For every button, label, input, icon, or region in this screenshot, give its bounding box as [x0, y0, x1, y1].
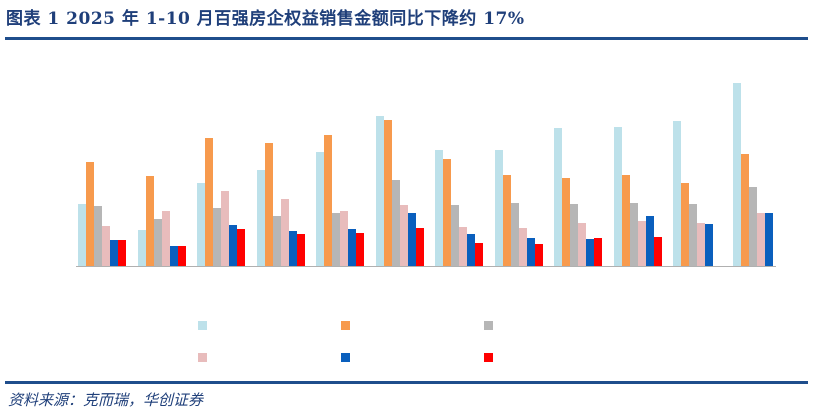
legend-swatch — [198, 321, 207, 330]
legend-swatch — [341, 321, 350, 330]
bar — [154, 219, 162, 266]
bar — [614, 127, 622, 266]
bar — [570, 204, 578, 266]
legend-swatch — [198, 353, 207, 362]
bar — [289, 231, 297, 266]
bar — [681, 183, 689, 266]
bar — [146, 176, 154, 266]
bar — [102, 226, 110, 266]
bar — [205, 138, 213, 266]
bar — [733, 83, 741, 266]
bar — [110, 240, 118, 266]
bar — [586, 239, 594, 266]
x-axis-baseline — [76, 266, 776, 267]
bar — [340, 211, 348, 266]
bar — [646, 216, 654, 266]
bar — [689, 204, 697, 266]
legend-swatch — [484, 321, 493, 330]
bar — [356, 233, 364, 266]
bar — [519, 228, 527, 266]
bar — [630, 203, 638, 266]
bar — [459, 227, 467, 266]
bar — [535, 244, 543, 266]
bar — [376, 116, 384, 266]
bar — [221, 191, 229, 266]
bar — [197, 183, 205, 266]
bar — [400, 205, 408, 266]
bar — [757, 213, 765, 266]
bar — [265, 143, 273, 266]
bar — [741, 154, 749, 266]
bar — [765, 213, 773, 266]
bar — [451, 205, 459, 266]
bar — [622, 175, 630, 266]
bar — [654, 237, 662, 266]
bar — [554, 128, 562, 266]
bar — [162, 211, 170, 266]
bar — [170, 246, 178, 266]
bar — [138, 230, 146, 266]
bar — [332, 213, 340, 266]
bar — [408, 213, 416, 266]
bar — [78, 204, 86, 266]
bar — [435, 150, 443, 266]
bar — [511, 203, 519, 266]
bar — [118, 240, 126, 266]
bar — [178, 246, 186, 266]
legend-swatch — [484, 353, 493, 362]
bar — [281, 199, 289, 266]
bar — [213, 208, 221, 266]
bar — [416, 228, 424, 266]
bar — [562, 178, 570, 266]
bar — [348, 229, 356, 266]
bar — [324, 135, 332, 266]
bar — [384, 120, 392, 266]
bar — [705, 224, 713, 266]
bar — [594, 238, 602, 266]
bar — [503, 175, 511, 266]
bar — [475, 243, 483, 266]
bar-chart-plot — [76, 83, 776, 267]
source-note: 资料来源：克而瑞，华创证券 — [8, 391, 204, 409]
legend-swatch — [341, 353, 350, 362]
bar — [297, 234, 305, 266]
bar — [467, 234, 475, 266]
bar — [638, 221, 646, 266]
bar — [86, 162, 94, 266]
bar — [578, 223, 586, 266]
chart-title: 图表 1 2025 年 1-10 月百强房企权益销售金额同比下降约 17% — [6, 9, 525, 29]
bar — [697, 223, 705, 266]
bar — [673, 121, 681, 266]
source-rule — [5, 381, 808, 384]
bar — [94, 206, 102, 266]
bar — [749, 187, 757, 266]
bar — [237, 229, 245, 266]
bar — [495, 150, 503, 266]
bar — [392, 180, 400, 266]
bar — [273, 216, 281, 266]
bar — [443, 159, 451, 266]
bar — [527, 238, 535, 266]
bar — [257, 170, 265, 266]
bar — [316, 152, 324, 266]
title-rule — [5, 37, 808, 40]
bar — [229, 225, 237, 266]
